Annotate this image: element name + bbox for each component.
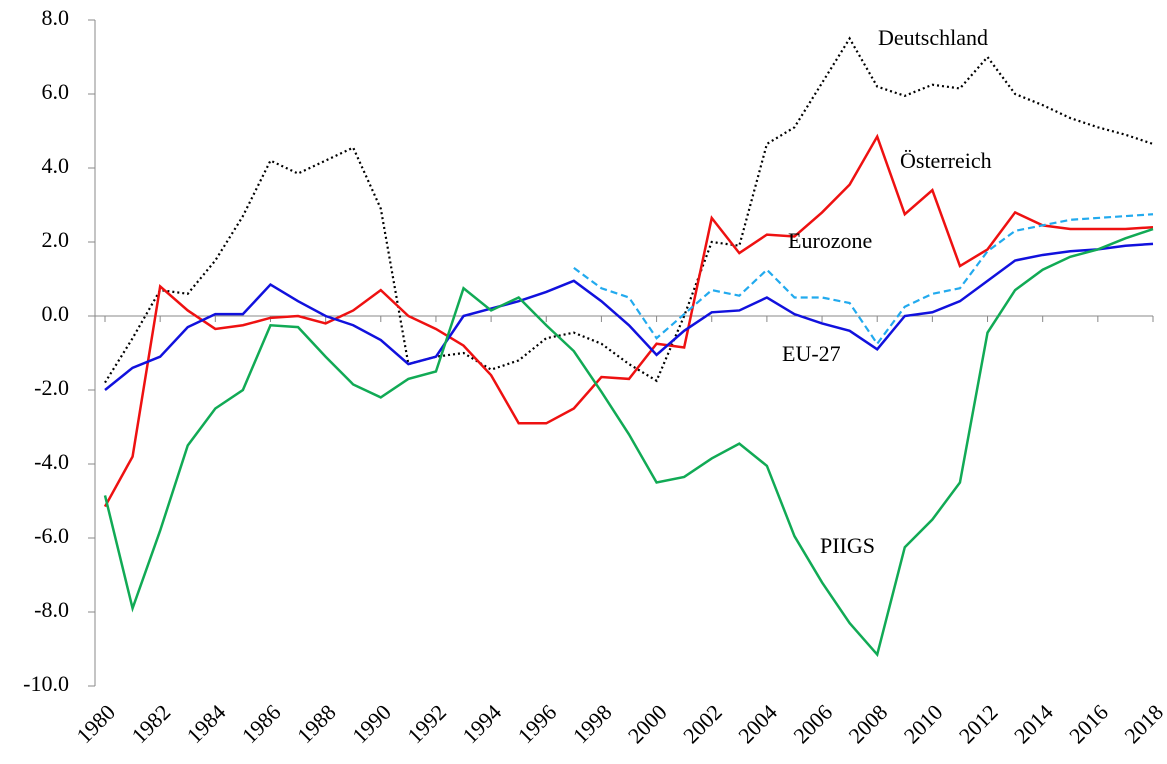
y-tick-label: -4.0 [34,449,69,474]
y-tick-label: 0.0 [42,301,70,326]
series-label: Deutschland [878,25,988,50]
x-tick-label: 2016 [1064,699,1113,748]
x-tick-label: 2018 [1119,699,1167,748]
series-label: PIIGS [820,533,875,558]
y-tick-label: -6.0 [34,523,69,548]
y-tick-label: 2.0 [42,227,70,252]
x-tick-label: 2000 [623,699,672,748]
x-tick-label: 2006 [788,699,837,748]
y-tick-label: -8.0 [34,597,69,622]
series-line [104,36,1154,384]
series-label: Eurozone [788,228,872,253]
x-tick-label: 1992 [402,699,451,748]
x-tick-label: 2002 [678,699,727,748]
series-line [103,133,1154,508]
y-tick-label: 6.0 [42,79,70,104]
x-tick-label: 1994 [457,699,506,748]
y-tick-label: -2.0 [34,375,69,400]
y-tick-label: 4.0 [42,153,70,178]
x-tick-label: 1998 [568,699,617,748]
x-tick-label: 2010 [899,699,948,748]
series-line [103,227,1154,658]
x-tick-label: 1996 [513,699,562,748]
series-label: Österreich [900,148,992,173]
x-tick-label: 2008 [844,699,893,748]
x-tick-label: 1990 [347,699,396,748]
y-tick-label: -10.0 [23,671,69,696]
x-tick-label: 1984 [182,699,231,748]
series-label: EU-27 [782,341,841,366]
series-line [104,242,1154,391]
x-tick-label: 2014 [1009,699,1058,748]
x-tick-label: 2012 [954,699,1003,748]
x-tick-label: 2004 [733,699,782,748]
x-tick-label: 1988 [292,699,341,748]
x-tick-label: 1986 [237,699,286,748]
x-tick-label: 1982 [126,699,175,748]
y-tick-label: 8.0 [42,5,70,30]
x-tick-label: 1980 [71,699,120,748]
